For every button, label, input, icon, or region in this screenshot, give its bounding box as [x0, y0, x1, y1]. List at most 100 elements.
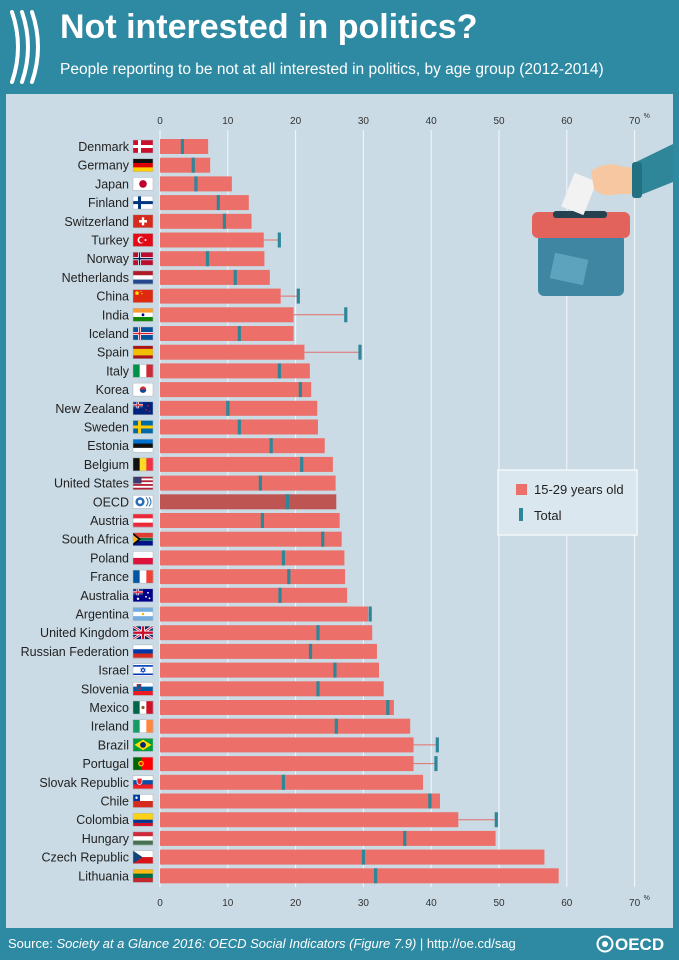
category-label: Netherlands	[62, 271, 129, 285]
chart-row-chile: Chile	[101, 793, 441, 809]
category-label: Germany	[78, 159, 130, 173]
chart-row-brazil: Brazil	[98, 737, 439, 753]
youth-bar	[160, 157, 211, 173]
flag-icon	[132, 719, 154, 733]
chart-row-new-zealand: New Zealand	[55, 400, 318, 416]
total-marker	[296, 288, 300, 304]
category-label: Israel	[98, 664, 129, 678]
youth-bar	[160, 382, 312, 398]
chart-row-hungary: Hungary	[82, 830, 496, 846]
source-title: Society at a Glance 2016: OECD Social In…	[56, 936, 417, 951]
youth-bar	[160, 400, 318, 416]
total-marker	[316, 625, 320, 641]
category-label: Norway	[87, 252, 130, 266]
oecd-logo-icon	[596, 935, 614, 953]
flag-icon	[132, 738, 154, 752]
youth-bar	[160, 251, 265, 267]
category-label: Spain	[97, 346, 129, 360]
category-label: Estonia	[87, 439, 129, 453]
flag-icon	[132, 401, 154, 416]
category-label: New Zealand	[55, 402, 129, 416]
category-label: Chile	[101, 795, 130, 809]
youth-bar	[160, 606, 369, 622]
youth-bar	[160, 625, 373, 641]
total-marker	[494, 812, 498, 828]
flag-icon	[132, 569, 154, 584]
flag-icon	[132, 682, 154, 696]
total-marker	[281, 774, 285, 790]
chart-row-colombia: Colombia	[76, 812, 498, 828]
total-marker	[237, 326, 241, 341]
total-marker	[386, 700, 390, 715]
youth-bar	[160, 307, 294, 323]
category-label: Mexico	[89, 701, 129, 715]
chart-row-japan: Japan	[95, 176, 232, 192]
category-label: South Africa	[62, 533, 129, 547]
total-marker	[222, 213, 227, 229]
category-label: Switzerland	[64, 215, 129, 229]
category-label: Iceland	[89, 327, 129, 341]
youth-bar	[160, 531, 342, 547]
youth-bar	[160, 774, 424, 790]
total-marker	[260, 513, 264, 528]
chart-row-south-africa: South Africa	[62, 531, 342, 547]
total-marker	[180, 139, 184, 154]
youth-bar	[160, 793, 441, 809]
category-label: United States	[54, 477, 129, 491]
category-label: Austria	[90, 514, 129, 528]
flag-icon	[132, 289, 154, 303]
total-marker	[428, 793, 432, 809]
x-unit-label-top: %	[644, 113, 650, 120]
youth-bar	[160, 438, 325, 454]
flag-icon	[132, 775, 154, 790]
chart-row-lithuania: Lithuania	[78, 868, 559, 884]
total-marker	[374, 868, 378, 884]
chart-row-israel: Israel	[98, 662, 379, 678]
legend-swatch-total	[519, 508, 523, 521]
ballot-box-icon	[532, 144, 673, 296]
total-marker	[285, 494, 290, 510]
flag-icon	[132, 308, 154, 322]
youth-bar	[160, 475, 336, 491]
youth-bar	[160, 344, 305, 360]
chart-row-austria: Austria	[90, 513, 340, 528]
total-marker	[300, 456, 304, 472]
category-label: France	[90, 570, 129, 584]
flag-icon	[132, 513, 154, 528]
youth-bar	[160, 232, 264, 248]
total-marker	[194, 176, 198, 192]
category-label: Poland	[90, 551, 129, 565]
flag-icon	[132, 382, 154, 397]
youth-bar	[160, 269, 270, 285]
flag-icon	[132, 644, 154, 659]
flag-icon	[132, 532, 154, 546]
chart-row-united-states: United States	[54, 475, 336, 491]
chart-row-china: China	[96, 288, 300, 304]
category-label: Slovak Republic	[39, 776, 129, 790]
chart-row-switzerland: Switzerland	[64, 213, 252, 229]
total-marker	[226, 400, 230, 416]
x-tick-label-top: 20	[290, 116, 302, 127]
x-tick-label-bottom: 60	[561, 898, 573, 909]
category-label: Czech Republic	[41, 851, 129, 865]
youth-bar	[160, 139, 209, 154]
youth-bar	[160, 737, 414, 753]
category-label: Turkey	[91, 234, 129, 248]
total-marker	[368, 606, 372, 622]
flag-icon	[132, 270, 154, 285]
flag-icon	[132, 794, 154, 808]
chart-row-sweden: Sweden	[84, 419, 318, 435]
chart-row-spain: Spain	[97, 344, 362, 360]
x-tick-label-top: 30	[358, 116, 370, 127]
total-marker	[237, 419, 241, 435]
category-label: United Kingdom	[40, 626, 129, 640]
youth-bar	[160, 643, 377, 659]
chart-row-india: India	[102, 307, 348, 323]
chart-row-estonia: Estonia	[87, 438, 325, 454]
source-link[interactable]: | http://oe.cd/sag	[419, 936, 516, 951]
youth-bar	[160, 363, 310, 379]
category-label: Argentina	[75, 608, 129, 622]
flag-icon	[132, 195, 154, 210]
chart-row-mexico: Mexico	[89, 700, 394, 715]
chart-panel: 0 10 20 30 40 50 60 70% 0 10 20 30 40 50 60 70% Denmar…	[6, 94, 673, 928]
